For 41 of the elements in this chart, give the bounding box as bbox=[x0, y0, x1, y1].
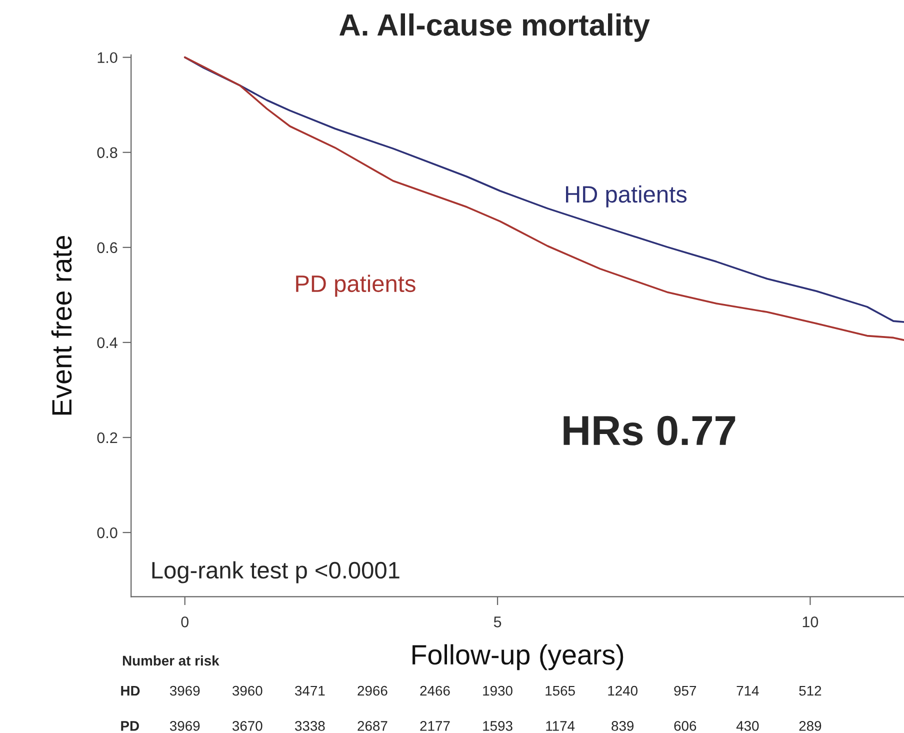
text: 1240 bbox=[608, 686, 638, 696]
text: 2466 bbox=[420, 686, 450, 696]
text: 1930 bbox=[483, 686, 512, 696]
text: 3471 bbox=[295, 686, 325, 696]
y-tick-label: 0.2 bbox=[97, 432, 118, 444]
y-tick-label: 0.8 bbox=[97, 147, 118, 158]
text: PD bbox=[121, 721, 139, 731]
text: 714 bbox=[736, 686, 759, 696]
text: 957 bbox=[674, 686, 696, 696]
text: 3338 bbox=[295, 721, 325, 731]
y-axis-title: Event free rate bbox=[51, 236, 72, 415]
series-label: HD patients bbox=[566, 185, 687, 208]
text: 2966 bbox=[358, 686, 388, 696]
y-tick-label: 0.4 bbox=[97, 337, 118, 348]
text: HD bbox=[121, 686, 140, 696]
text: 606 bbox=[674, 721, 696, 731]
text: 289 bbox=[799, 721, 822, 731]
y-tick-label: 1.0 bbox=[98, 52, 118, 64]
text: 512 bbox=[799, 686, 822, 696]
text: 3969 bbox=[170, 721, 200, 731]
text: Number at risk bbox=[122, 655, 220, 666]
text: 2177 bbox=[420, 721, 450, 731]
text: 839 bbox=[612, 721, 634, 731]
y-tick-label: 0.0 bbox=[97, 527, 118, 538]
text: 2687 bbox=[358, 721, 388, 731]
chart-title: A. All-cause mortality bbox=[339, 13, 650, 42]
text: 3960 bbox=[232, 686, 262, 696]
x-tick-label: 0 bbox=[181, 616, 189, 628]
annotation: Log-rank test p <0.0001 bbox=[152, 561, 400, 584]
text: PD patients bbox=[296, 274, 416, 297]
text: 1174 bbox=[546, 721, 575, 731]
text: 3670 bbox=[232, 721, 262, 731]
x-tick-label: 10 bbox=[802, 616, 818, 628]
annotation: HRs 0.77 bbox=[564, 416, 736, 446]
text: 1593 bbox=[483, 721, 512, 731]
text: 1565 bbox=[546, 686, 575, 696]
text: 430 bbox=[736, 721, 759, 731]
x-axis-title: Follow-up (years) bbox=[412, 644, 624, 670]
text: 3969 bbox=[170, 686, 200, 696]
x-tick-label: 5 bbox=[494, 616, 502, 628]
y-tick-label: 0.6 bbox=[97, 242, 118, 254]
